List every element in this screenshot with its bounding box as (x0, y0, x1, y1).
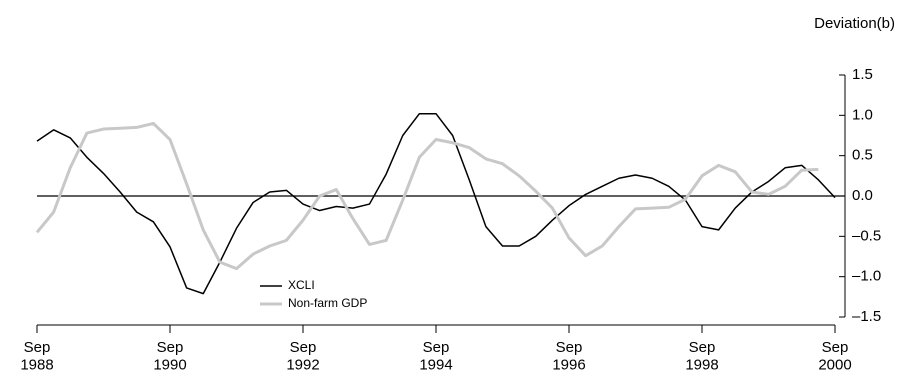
legend-label: Non-farm GDP (288, 296, 367, 310)
y-tick-label: –1.5 (852, 308, 881, 325)
x-tick-label: Sep 1992 (286, 339, 319, 373)
y-tick-label: 0.0 (852, 187, 873, 204)
y-tick-label: 1.0 (852, 106, 873, 123)
y-axis-label: Deviation(b) (814, 15, 895, 32)
y-tick-label: –1.0 (852, 268, 881, 285)
x-tick-label: Sep 2000 (818, 339, 851, 373)
y-tick-label: 1.5 (852, 66, 873, 83)
x-tick-label: Sep 1988 (20, 339, 53, 373)
x-tick-label: Sep 1990 (153, 339, 186, 373)
x-tick-label: Sep 1994 (419, 339, 452, 373)
x-tick-label: Sep 1996 (552, 339, 585, 373)
y-tick-label: –0.5 (852, 227, 881, 244)
y-tick-label: 0.5 (852, 147, 873, 164)
x-tick-label: Sep 1998 (685, 339, 718, 373)
legend-label: XCLI (288, 278, 315, 292)
series-line (36, 112, 836, 295)
series-line (35, 121, 819, 271)
